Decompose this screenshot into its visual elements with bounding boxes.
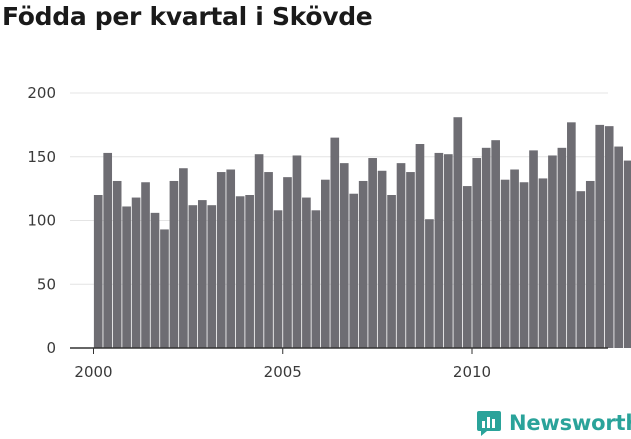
bar xyxy=(453,117,463,348)
bar xyxy=(235,196,245,348)
bar xyxy=(330,137,340,349)
bar xyxy=(122,206,131,348)
bar xyxy=(406,172,415,348)
bar xyxy=(150,212,160,348)
bar xyxy=(567,122,576,348)
bar xyxy=(519,182,529,348)
bar xyxy=(358,180,368,348)
y-tick-label: 50 xyxy=(37,275,56,293)
bars xyxy=(93,117,631,349)
newsworthy-logo: Newsworthy xyxy=(476,408,631,438)
bar xyxy=(576,191,586,348)
bar xyxy=(387,195,396,348)
bar xyxy=(491,140,500,348)
bar xyxy=(557,147,567,348)
bar xyxy=(425,219,434,348)
bar xyxy=(434,152,444,348)
x-tick-label: 2005 xyxy=(264,363,302,381)
y-tick-label: 100 xyxy=(27,212,56,230)
bar xyxy=(141,182,150,348)
bar xyxy=(595,124,605,349)
bar xyxy=(179,168,188,348)
y-tick-label: 200 xyxy=(27,84,56,102)
bar xyxy=(311,210,321,348)
bar xyxy=(538,178,548,348)
bar xyxy=(169,180,179,348)
bar xyxy=(614,146,623,348)
x-tick-label: 2010 xyxy=(453,363,491,381)
newsworthy-logo-icon xyxy=(477,411,501,436)
bar xyxy=(131,197,141,348)
bar xyxy=(368,158,377,348)
bar xyxy=(604,126,614,349)
bar xyxy=(349,193,359,348)
bar xyxy=(585,180,595,348)
bar xyxy=(112,180,122,348)
bar xyxy=(264,172,273,348)
y-tick-label: 150 xyxy=(27,148,56,166)
bar xyxy=(197,200,207,348)
bar xyxy=(548,155,557,348)
bar xyxy=(93,195,103,348)
bar xyxy=(396,163,406,349)
bar xyxy=(160,229,169,348)
bar xyxy=(462,186,472,348)
bar xyxy=(216,172,226,348)
bar xyxy=(510,169,519,348)
bar xyxy=(415,144,425,348)
bar xyxy=(302,197,311,348)
bar xyxy=(273,210,283,348)
bar xyxy=(226,169,236,348)
bar xyxy=(623,160,631,348)
y-tick-label: 0 xyxy=(46,339,56,357)
bar xyxy=(444,154,453,348)
bar xyxy=(377,170,387,348)
bar xyxy=(283,177,292,348)
newsworthy-logo-text: Newsworthy xyxy=(509,411,631,435)
bar xyxy=(245,195,254,348)
bar xyxy=(529,150,538,349)
bar xyxy=(500,179,510,348)
bar xyxy=(481,147,491,348)
bar xyxy=(339,163,349,349)
axes: 050100150200200020052010201520202025 xyxy=(27,84,608,381)
bar xyxy=(188,205,198,348)
x-tick-label: 2000 xyxy=(74,363,112,381)
bar xyxy=(207,205,217,348)
bar xyxy=(472,158,482,348)
bar xyxy=(254,154,264,348)
bar xyxy=(292,155,302,348)
chart-title: Födda per kvartal i Skövde xyxy=(2,2,373,31)
bar xyxy=(321,179,330,348)
bar xyxy=(103,152,113,348)
